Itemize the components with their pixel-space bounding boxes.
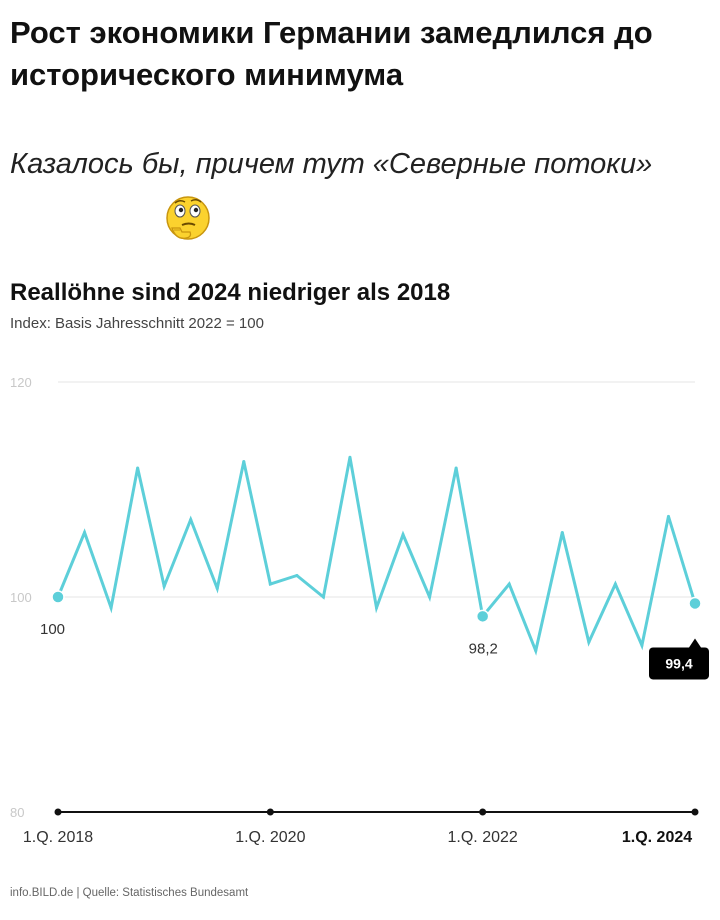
data-point xyxy=(268,582,272,586)
data-point xyxy=(348,455,352,459)
x-tick-mark xyxy=(479,808,487,816)
y-tick-label: 80 xyxy=(10,805,24,820)
y-tick-label: 100 xyxy=(10,590,32,605)
post-subline: Казалось бы, причем тут «Северные потоки… xyxy=(10,148,653,180)
data-point xyxy=(215,586,219,590)
series-line xyxy=(56,456,697,656)
data-point xyxy=(242,460,246,464)
data-point xyxy=(189,518,193,522)
series-line-group xyxy=(56,455,697,656)
chart-source: info.BILD.de | Quelle: Statistisches Bun… xyxy=(10,887,249,899)
badge-pointer xyxy=(689,638,701,648)
data-point xyxy=(640,643,644,647)
x-tick-label: 1.Q. 2018 xyxy=(23,829,93,846)
x-axis: 1.Q. 2018 1.Q. 2020 1.Q. 2022 1.Q. 2024 xyxy=(23,808,699,846)
data-point xyxy=(587,640,591,644)
data-point xyxy=(454,466,458,470)
data-point xyxy=(428,595,432,599)
x-tick-mark xyxy=(691,808,699,816)
data-point xyxy=(375,606,378,610)
value-badge xyxy=(649,647,709,680)
data-label: 100 xyxy=(40,621,65,638)
y-tick-label: 120 xyxy=(10,375,32,390)
data-point xyxy=(560,531,564,534)
data-label: 98,2 xyxy=(469,640,498,657)
x-tick-mark xyxy=(266,808,274,816)
data-point xyxy=(666,514,670,518)
chart-title: Reallöhne sind 2024 niedriger als 2018 xyxy=(10,279,450,306)
grid: 120 100 80 xyxy=(10,375,695,820)
data-point xyxy=(321,595,325,599)
data-point xyxy=(109,606,113,610)
annotation-dots: 100 98,2 99,4 xyxy=(40,590,709,680)
data-point xyxy=(83,531,87,534)
data-point xyxy=(507,582,511,586)
chart-subtitle: Index: Basis Jahresschnitt 2022 = 100 xyxy=(10,315,264,332)
data-point xyxy=(401,533,405,537)
annotation-dot xyxy=(475,609,490,624)
data-point xyxy=(534,649,538,653)
x-tick-label: 1.Q. 2020 xyxy=(235,829,305,846)
x-tick-label: 1.Q. 2024 xyxy=(622,829,692,846)
line-chart: Reallöhne sind 2024 niedriger als 2018 I… xyxy=(10,279,709,899)
x-tick-mark xyxy=(54,808,62,816)
data-point xyxy=(162,584,166,588)
thinking-face-icon xyxy=(166,196,210,240)
x-tick-label: 1.Q. 2022 xyxy=(448,829,518,846)
annotation-dot xyxy=(51,590,65,604)
data-point xyxy=(136,466,140,470)
post-headline: Рост экономики Германии замедлился до ис… xyxy=(10,15,653,92)
value-badge-label: 99,4 xyxy=(665,655,692,671)
annotation-dot xyxy=(688,596,702,611)
data-point xyxy=(295,574,299,577)
data-point xyxy=(613,582,617,586)
